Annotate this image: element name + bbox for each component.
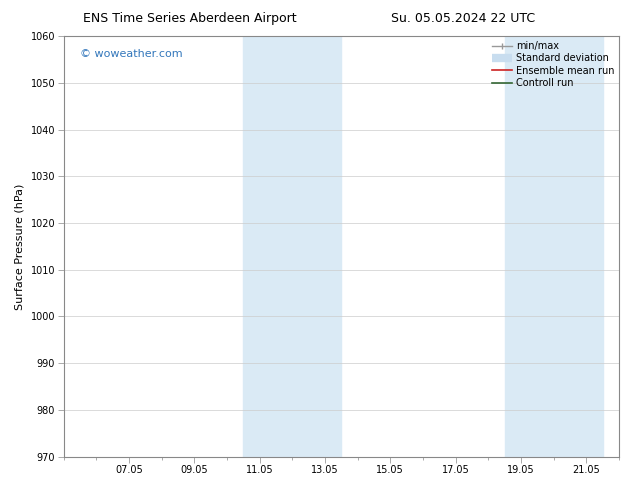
Text: ENS Time Series Aberdeen Airport: ENS Time Series Aberdeen Airport	[84, 12, 297, 25]
Y-axis label: Surface Pressure (hPa): Surface Pressure (hPa)	[15, 183, 25, 310]
Text: Su. 05.05.2024 22 UTC: Su. 05.05.2024 22 UTC	[391, 12, 535, 25]
Text: © woweather.com: © woweather.com	[80, 49, 183, 59]
Legend: min/max, Standard deviation, Ensemble mean run, Controll run: min/max, Standard deviation, Ensemble me…	[490, 39, 616, 90]
Bar	[243, 36, 341, 457]
Bar	[505, 36, 603, 457]
